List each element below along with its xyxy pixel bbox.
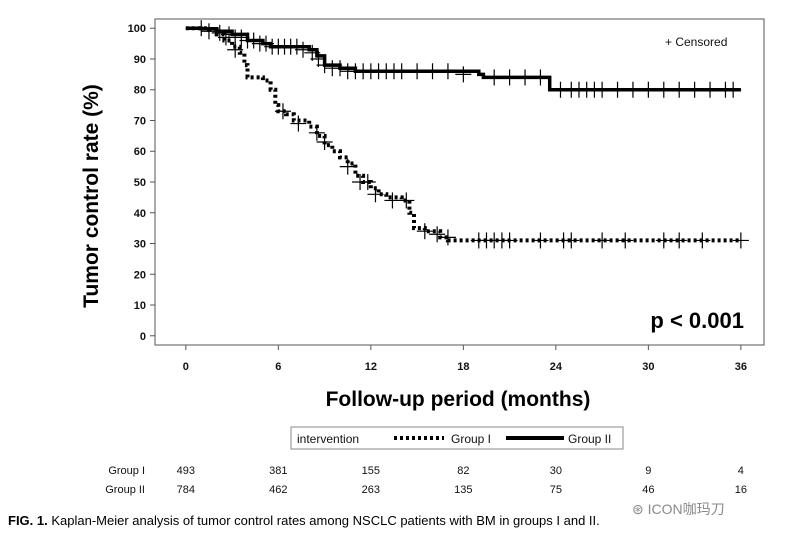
legend-box [290,426,624,450]
curve-group-i [185,26,741,243]
risk-count: 381 [269,465,287,477]
x-tick-label: 12 [365,361,377,373]
survival-curves [185,20,749,249]
y-tick-label: 10 [134,300,146,312]
risk-count: 82 [457,465,469,477]
watermark-text: ICON咖玛刀 [647,501,725,517]
curve-group-ii [185,26,741,92]
y-axis-ticks: 0 10 20 30 40 50 60 70 80 90 100 [128,23,155,343]
risk-count: 30 [550,465,562,477]
x-tick-label: 24 [550,361,563,373]
y-tick-label: 20 [134,269,146,281]
x-tick-label: 18 [457,361,469,373]
x-tick-label: 6 [275,361,281,373]
x-tick-label: 36 [735,361,747,373]
y-tick-label: 0 [140,331,146,343]
risk-count: 462 [269,484,287,496]
risk-row-label: Group I [108,465,145,477]
figure-caption: FIG. 1. Kaplan-Meier analysis of tumor c… [8,513,600,528]
y-tick-label: 30 [134,239,146,251]
legend-label-group-2: Group II [568,432,611,446]
x-axis-ticks: 0 6 12 18 24 30 36 [183,345,747,373]
plot-frame [154,18,765,346]
y-tick-label: 100 [128,23,146,35]
wechat-icon: ⊛ [632,501,648,517]
y-axis-title: Tumor control rate (%) [80,84,103,308]
series-legend: intervention Group I Group II [290,426,624,450]
risk-count: 263 [362,484,380,496]
x-tick-label: 30 [642,361,654,373]
legend-title: intervention [297,432,359,446]
risk-count: 16 [735,484,747,496]
risk-count: 155 [362,465,380,477]
caption-text: Kaplan-Meier analysis of tumor control r… [47,513,600,528]
y-tick-label: 40 [134,208,146,220]
y-tick-label: 80 [134,85,146,97]
legend-label-group-1: Group I [451,432,491,446]
y-tick-label: 50 [134,177,146,189]
risk-count: 784 [177,484,195,496]
x-tick-label: 0 [183,361,189,373]
censored-legend: + Censored [665,35,727,49]
y-tick-label: 70 [134,115,146,127]
risk-count: 493 [177,465,195,477]
risk-count: 46 [642,484,654,496]
number-at-risk-table: Group I 493 381 155 82 30 9 4 Group II 784 462 263 1… [105,465,747,496]
risk-count: 135 [454,484,472,496]
y-tick-label: 60 [134,146,146,158]
watermark: ⊛ ICON咖玛刀 [632,499,725,519]
caption-prefix: FIG. 1. [8,513,48,528]
risk-count: 4 [738,465,744,477]
risk-count: 9 [645,465,651,477]
x-axis-title: Follow-up period (months) [326,388,591,411]
risk-row-label: Group II [105,484,145,496]
risk-count: 75 [550,484,562,496]
p-value-annotation: p < 0.001 [650,308,744,333]
y-tick-label: 90 [134,54,146,66]
